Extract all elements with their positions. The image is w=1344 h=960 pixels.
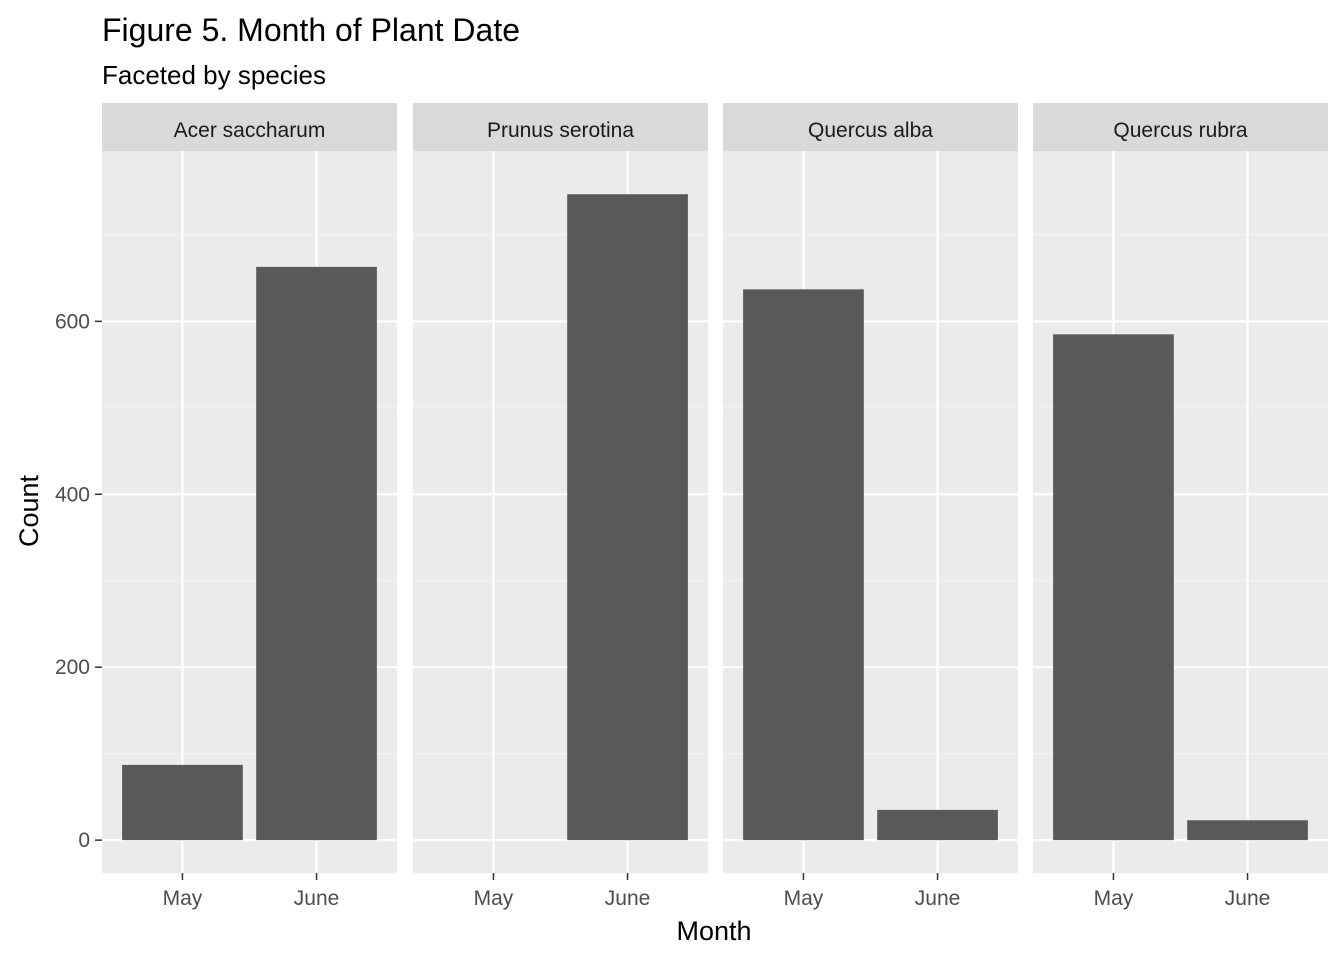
x-tick-label: June xyxy=(1225,887,1271,910)
facet-panel-2: Quercus alba May June xyxy=(723,103,1018,910)
facet-panel-1: Prunus serotina May June xyxy=(413,103,708,910)
facet-panel-0: Acer saccharum May June xyxy=(102,103,397,910)
bar-june xyxy=(567,194,688,841)
plot-area: Acer saccharum May June Prunus serotina May J… xyxy=(55,103,1328,910)
facet-strip xyxy=(723,103,1018,151)
bar-may xyxy=(743,289,864,841)
facet-panel-3: Quercus rubra May June xyxy=(1033,103,1328,910)
y-axis-title: Count xyxy=(14,474,44,547)
bar-june xyxy=(877,809,998,841)
x-tick-label: June xyxy=(915,887,961,910)
chart-title: Figure 5. Month of Plant Date xyxy=(102,12,520,48)
facet-strip-label: Acer saccharum xyxy=(174,119,326,142)
facet-strip xyxy=(1033,103,1328,151)
x-tick-label: June xyxy=(605,887,651,910)
x-tick-label: May xyxy=(1094,887,1134,910)
x-axis-title: Month xyxy=(676,916,751,946)
bar-may xyxy=(1053,334,1174,841)
y-tick-label: 600 xyxy=(55,310,90,333)
facet-strip-label: Prunus serotina xyxy=(487,119,634,142)
facet-strip-label: Quercus rubra xyxy=(1113,119,1248,142)
facet-strip xyxy=(413,103,708,151)
x-tick-label: May xyxy=(163,887,203,910)
bar-may xyxy=(122,764,243,841)
y-tick-label: 200 xyxy=(55,656,90,679)
facet-strip xyxy=(102,103,397,151)
y-tick-label: 400 xyxy=(55,483,90,506)
chart-subtitle: Faceted by species xyxy=(102,60,326,90)
x-tick-label: May xyxy=(474,887,514,910)
x-tick-label: June xyxy=(294,887,340,910)
bar-june xyxy=(256,266,377,841)
x-tick-label: May xyxy=(784,887,824,910)
bar-june xyxy=(1187,820,1308,841)
facet-strip-label: Quercus alba xyxy=(808,119,933,142)
y-tick-label: 0 xyxy=(78,829,90,852)
